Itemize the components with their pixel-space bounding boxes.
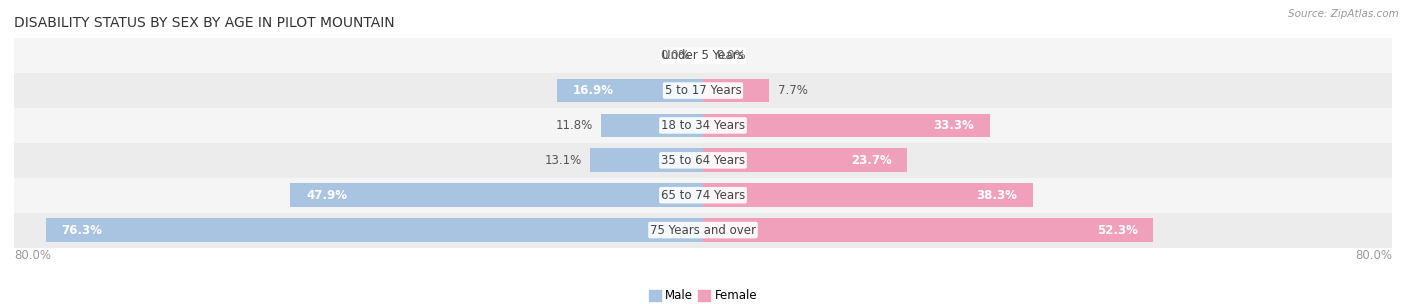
- Bar: [703, 114, 990, 137]
- Bar: [291, 183, 703, 207]
- Bar: [14, 108, 1392, 143]
- Text: 7.7%: 7.7%: [778, 84, 808, 97]
- Bar: [591, 148, 703, 172]
- Text: 65 to 74 Years: 65 to 74 Years: [661, 189, 745, 202]
- Text: 23.7%: 23.7%: [851, 154, 891, 167]
- Bar: [46, 218, 703, 242]
- Bar: [703, 79, 769, 102]
- Text: 33.3%: 33.3%: [934, 119, 974, 132]
- Text: 18 to 34 Years: 18 to 34 Years: [661, 119, 745, 132]
- Text: 11.8%: 11.8%: [555, 119, 593, 132]
- Text: 35 to 64 Years: 35 to 64 Years: [661, 154, 745, 167]
- Text: Source: ZipAtlas.com: Source: ZipAtlas.com: [1288, 9, 1399, 19]
- Bar: [557, 79, 703, 102]
- Text: 47.9%: 47.9%: [307, 189, 347, 202]
- Text: 76.3%: 76.3%: [62, 224, 103, 237]
- Text: 0.0%: 0.0%: [661, 49, 690, 62]
- Bar: [14, 178, 1392, 213]
- Text: 13.1%: 13.1%: [544, 154, 582, 167]
- Bar: [703, 218, 1153, 242]
- Text: 75 Years and over: 75 Years and over: [650, 224, 756, 237]
- Bar: [703, 148, 907, 172]
- Bar: [14, 73, 1392, 108]
- Bar: [703, 183, 1033, 207]
- Bar: [14, 38, 1392, 73]
- Text: 0.0%: 0.0%: [716, 49, 745, 62]
- Text: 38.3%: 38.3%: [976, 189, 1018, 202]
- Bar: [602, 114, 703, 137]
- Text: 80.0%: 80.0%: [1355, 249, 1392, 262]
- Text: 52.3%: 52.3%: [1097, 224, 1137, 237]
- Text: 80.0%: 80.0%: [14, 249, 51, 262]
- Bar: [14, 213, 1392, 247]
- Text: 5 to 17 Years: 5 to 17 Years: [665, 84, 741, 97]
- Bar: [14, 143, 1392, 178]
- Legend: Male, Female: Male, Female: [644, 285, 762, 304]
- Text: 16.9%: 16.9%: [574, 84, 614, 97]
- Text: DISABILITY STATUS BY SEX BY AGE IN PILOT MOUNTAIN: DISABILITY STATUS BY SEX BY AGE IN PILOT…: [14, 16, 395, 30]
- Text: Under 5 Years: Under 5 Years: [662, 49, 744, 62]
